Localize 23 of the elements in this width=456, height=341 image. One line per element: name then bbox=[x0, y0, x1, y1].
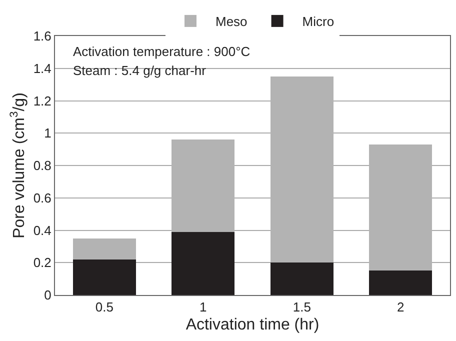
y-tick-label: 0.2 bbox=[33, 255, 52, 270]
bar bbox=[72, 259, 136, 295]
x-tick-label: 2 bbox=[397, 300, 404, 315]
legend-label: Meso bbox=[216, 14, 248, 30]
bar bbox=[72, 238, 136, 260]
x-axis-title: Activation time (hr) bbox=[186, 316, 320, 334]
x-tick-label: 1.5 bbox=[292, 300, 311, 315]
y-tick-label: 1.2 bbox=[33, 93, 52, 108]
y-tick-label: 0 bbox=[44, 288, 52, 303]
y-tick-label: 0.4 bbox=[33, 222, 52, 238]
y-tick-label: 0.8 bbox=[33, 158, 52, 174]
bar bbox=[270, 262, 334, 295]
bar bbox=[369, 270, 432, 295]
x-tick-label: 0.5 bbox=[95, 300, 114, 315]
y-tick-label: 1.4 bbox=[33, 60, 52, 76]
y-tick-label: 1.6 bbox=[33, 28, 52, 44]
annotation: Activation temperature : 900°C bbox=[73, 44, 250, 59]
x-tick-label: 1 bbox=[200, 300, 207, 315]
annotation: Steam : 5.4 g/g char-hr bbox=[73, 63, 207, 78]
y-tick-label: 1 bbox=[44, 126, 52, 141]
y-tick-label: 0.6 bbox=[33, 190, 52, 206]
legend-label: Micro bbox=[302, 14, 334, 30]
bar bbox=[172, 232, 235, 295]
